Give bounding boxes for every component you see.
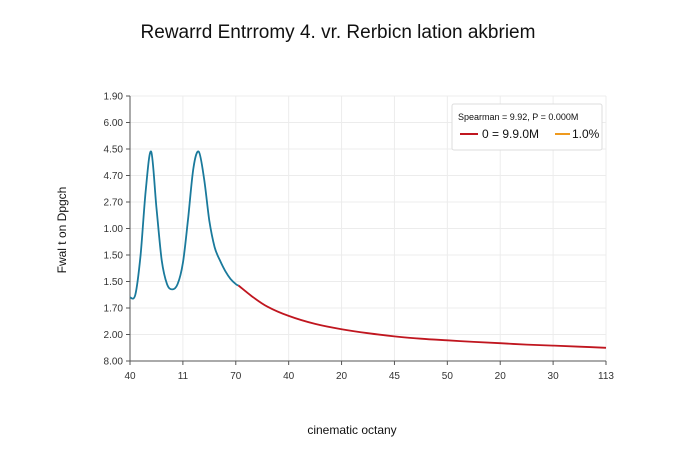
y-tick-label: 6.00 xyxy=(104,118,124,129)
legend: Spearman = 9.92, P = 0.000M 0 = 9.9.0M 1… xyxy=(451,103,603,151)
y-ticks: 1.90 6.00 4.50 4.70 2.70 1.00 1.50 1.50 1.70 2.00… xyxy=(104,92,130,368)
legend-header: Spearman = 9.92, P = 0.000M xyxy=(458,112,578,122)
x-tick-label: 40 xyxy=(124,371,136,382)
x-tick-label: 113 xyxy=(598,371,614,382)
x-tick-label: 20 xyxy=(336,371,348,382)
series-line-0 xyxy=(129,150,239,300)
x-tick-label: 50 xyxy=(442,371,454,382)
x-tick-label: 70 xyxy=(230,371,242,382)
x-tick-label: 30 xyxy=(548,371,560,382)
series-line-1 xyxy=(237,284,607,349)
y-tick-label: 1.90 xyxy=(104,92,124,103)
x-axis-label: cinematic octany xyxy=(307,423,396,437)
y-tick-label: 4.50 xyxy=(104,145,124,156)
legend-entry-0: 0 = 9.9.0M xyxy=(482,127,539,141)
y-tick-label: 1.50 xyxy=(104,277,124,288)
y-tick-label: 4.70 xyxy=(104,171,124,182)
x-tick-label: 11 xyxy=(178,371,189,382)
x-tick-label: 40 xyxy=(283,371,295,382)
y-tick-label: 1.70 xyxy=(104,304,124,315)
y-axis-label: Fwal t on Dpgch xyxy=(55,187,69,274)
chart-title: Rewarrd Entrromy 4. vr. Rerbicn lation a… xyxy=(141,22,536,43)
y-tick-label: 2.70 xyxy=(104,198,124,209)
x-tick-label: 45 xyxy=(389,371,401,382)
y-tick-label: 1.00 xyxy=(104,224,124,235)
y-tick-label: 8.00 xyxy=(104,357,124,368)
legend-box xyxy=(451,103,603,151)
series-lines xyxy=(129,150,607,349)
y-tick-label: 1.50 xyxy=(104,251,124,262)
y-tick-label: 2.00 xyxy=(104,330,124,341)
x-tick-label: 20 xyxy=(495,371,507,382)
legend-entry-1: 1.0% xyxy=(572,127,600,141)
x-ticks: 40 11 70 40 20 45 50 20 30 113 xyxy=(124,361,614,382)
